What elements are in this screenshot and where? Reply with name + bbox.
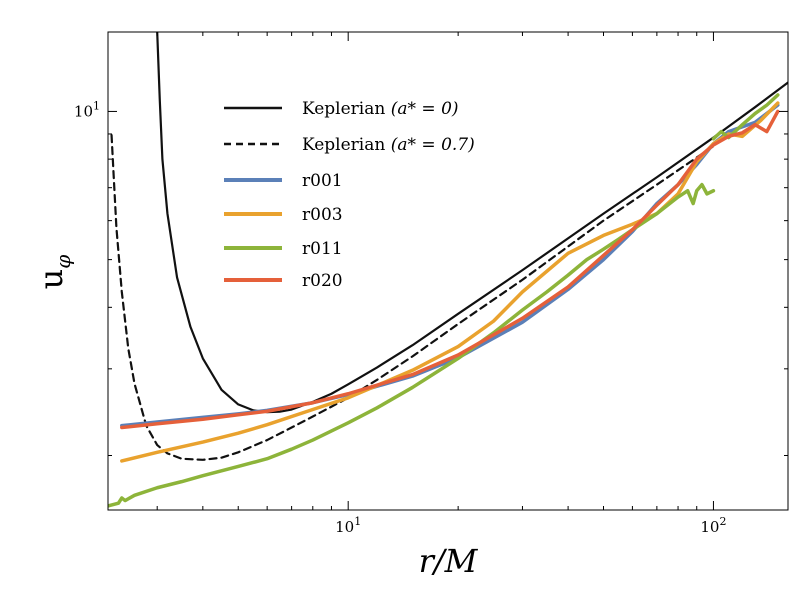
series-line-keplerian-a-0 bbox=[156, 32, 788, 414]
legend: Keplerian (a* = 0) Keplerian (a* = 0.7) … bbox=[224, 99, 475, 291]
svg-text:uφ: uφ bbox=[32, 255, 75, 290]
x-axis-label: r/M bbox=[419, 542, 479, 580]
series-line-keplerian-a-0-7 bbox=[110, 134, 715, 461]
legend-label-r003: r003 bbox=[302, 205, 343, 225]
series-layer bbox=[108, 32, 788, 508]
y-tick-label: 101 bbox=[74, 99, 100, 120]
legend-label-r020: r020 bbox=[302, 271, 343, 291]
x-tick-label: 102 bbox=[700, 515, 726, 536]
series-line-r011-outer bbox=[711, 93, 780, 141]
legend-label-r001: r001 bbox=[302, 171, 343, 191]
plot-frame bbox=[107, 31, 789, 511]
legend-label-kepler-a07: Keplerian (a* = 0.7) bbox=[302, 135, 475, 155]
plot-background bbox=[108, 32, 788, 510]
legend-label-kepler-a0: Keplerian (a* = 0) bbox=[302, 99, 459, 119]
tick-layer: 101 102 101 bbox=[74, 32, 788, 536]
y-axis-label-sub: φ bbox=[51, 255, 75, 269]
x-tick-label: 101 bbox=[335, 515, 361, 536]
y-axis-label: uφ bbox=[32, 255, 75, 290]
legend-label-r011: r011 bbox=[302, 239, 343, 259]
series-line-r020 bbox=[120, 109, 780, 430]
y-axis-label-main: u bbox=[32, 269, 70, 290]
